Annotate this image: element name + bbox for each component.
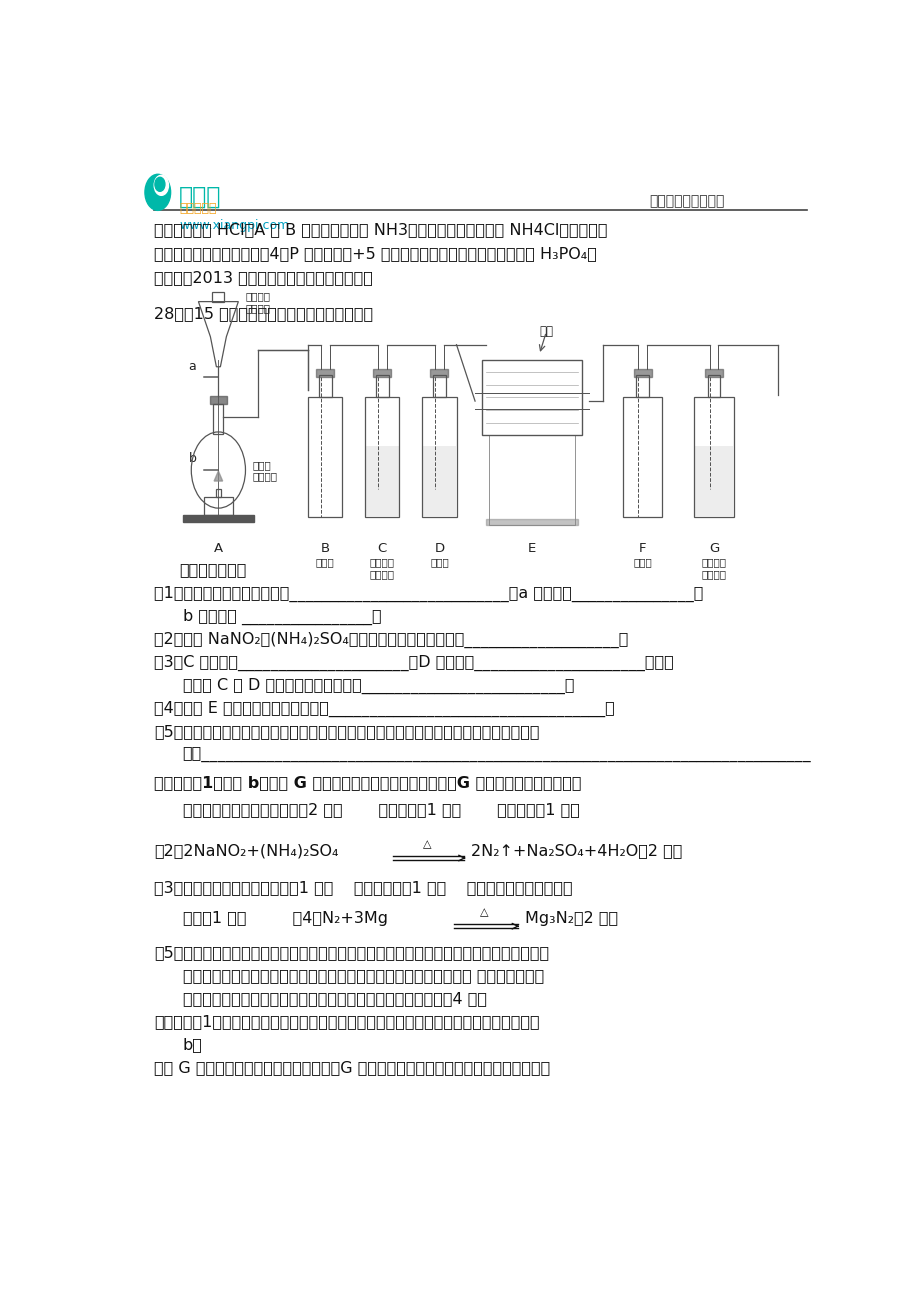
Bar [633,368,651,376]
Text: A: A [213,542,222,555]
Bar [376,375,389,397]
Text: 硫酸铵
饱和溶液: 硫酸铵 饱和溶液 [253,460,278,482]
Text: （1）检查装置气密性的方法是___________________________，a 的名称是_______________，: （1）检查装置气密性的方法是__________________________… [154,586,703,602]
Text: 亚硝酸钠
饱和溶液: 亚硝酸钠 饱和溶液 [245,292,270,314]
Text: b: b [188,452,196,465]
Circle shape [145,174,170,211]
Text: 2N₂↑+Na₂SO₄+4H₂O（2 分）: 2N₂↑+Na₂SO₄+4H₂O（2 分） [471,842,682,858]
Bar [430,368,448,376]
Bar [308,397,342,517]
Text: Mg₃N₂（2 分）: Mg₃N₂（2 分） [525,911,618,926]
Polygon shape [214,471,222,480]
Text: 橡皮网: 橡皮网 [179,185,221,208]
Text: △: △ [423,838,431,849]
Text: 硫酸亚铁
饱和溶液: 硫酸亚铁 饱和溶液 [369,557,394,579]
Text: G: G [708,542,719,555]
Text: 成一段水柱，则气密性良好（2 分）       分液漏斗（1 分）       圆底烧瓶（1 分）: 成一段水柱，则气密性良好（2 分） 分液漏斗（1 分） 圆底烧瓶（1 分） [183,802,579,816]
Text: 浓硫酸: 浓硫酸 [429,557,448,568]
Bar [204,497,233,516]
Text: 【答案】（1）微热 b，这时 G 中有气泡冒出，停止加热冷却后，G 中插在溶液里的玻璃管形: 【答案】（1）微热 b，这时 G 中有气泡冒出，停止加热冷却后，G 中插在溶液里… [154,775,581,790]
Text: 缓冲瓶: 缓冲瓶 [315,557,335,568]
Text: 【试源】2013 年高考理综化学大纲版（广西）: 【试源】2013 年高考理综化学大纲版（广西） [154,271,373,285]
Text: 28、（15 分）制备氮化镁的装置示意图如下：: 28、（15 分）制备氮化镁的装置示意图如下： [154,306,373,320]
Bar [316,368,334,376]
Text: 入盐酸，若观察到有气泡产生，则证明产物中含有未反应的镁（4 分）: 入盐酸，若观察到有气泡产生，则证明产物中含有未反应的镁（4 分） [183,991,486,1006]
Bar [319,375,332,397]
Text: （5）请用化学方法确定是否有氮化镁生成，并检验是否含有未反应的镁，写出实验操作及: （5）请用化学方法确定是否有氮化镁生成，并检验是否含有未反应的镁，写出实验操作及 [154,724,539,738]
Text: 回答下列问题：: 回答下列问题： [179,562,246,577]
Text: b。: b。 [183,1038,202,1052]
Bar [482,359,582,435]
Text: 现象___________________________________________________________________________: 现象______________________________________… [183,747,811,762]
Text: 橡皮网在线组卷系统: 橡皮网在线组卷系统 [649,194,724,208]
Text: 学键：离子键和共价键；（4）P 的最高价是+5 价，最高价氧化物水化物的化学式为 H₃PO₄；: 学键：离子键和共价键；（4）P 的最高价是+5 价，最高价氧化物水化物的化学式为… [154,246,596,262]
Text: 蒸气（1 分）         （4）N₂+3Mg: 蒸气（1 分） （4）N₂+3Mg [183,911,387,926]
Text: 硫酸亚铁
饱和溶液: 硫酸亚铁 饱和溶液 [700,557,726,579]
Text: www.xiangpi.com: www.xiangpi.com [179,220,289,232]
Bar [212,292,224,302]
Circle shape [154,177,165,191]
Text: △: △ [480,907,488,917]
Text: C: C [378,542,387,555]
Bar [707,375,720,397]
Text: 可以把 C 和 D 的位置对调并说明理由_________________________；: 可以把 C 和 D 的位置对调并说明理由____________________… [183,677,573,694]
Text: （5）取少量产物于试管中，加入少量蒸馏水，试管底部有沉淠生成，可闻到刺激性氨味（把: （5）取少量产物于试管中，加入少量蒸馏水，试管底部有沉淠生成，可闻到刺激性氨味（… [154,945,549,961]
Text: （2）2NaNO₂+(NH₄)₂SO₄: （2）2NaNO₂+(NH₄)₂SO₄ [154,842,338,858]
Bar [485,519,578,525]
Circle shape [154,176,168,195]
Text: F: F [638,542,646,555]
Text: 湿润的红色石蕊试纸放在管口，试纸变蓝），证明产物中含有氮化镁 弃去上清液，加: 湿润的红色石蕊试纸放在管口，试纸变蓝），证明产物中含有氮化镁 弃去上清液，加 [183,969,543,983]
Bar [433,375,446,397]
Bar [373,368,391,376]
Bar [183,516,254,522]
Bar [422,397,456,517]
Bar [694,447,732,516]
Text: （3）C 的作用是_____________________，D 的作用是_____________________，是否: （3）C 的作用是_____________________，D 的作用是___… [154,655,674,671]
Text: 成的化合物是 HCl，A 和 B 形成的化合物是 NH3，二者反应的到的盐是 NH4Cl，存在的化: 成的化合物是 HCl，A 和 B 形成的化合物是 NH3，二者反应的到的盐是 N… [154,223,607,237]
Bar [694,397,732,517]
Text: D: D [434,542,444,555]
Bar [213,404,223,434]
Bar [423,447,455,516]
Text: b 的名称是 ________________；: b 的名称是 ________________； [183,608,381,625]
Text: 缓冲瓶: 缓冲瓶 [632,557,652,568]
Bar [622,397,662,517]
Text: 这时 G 中有气泡冒出，停止加热冷却后，G 中插在溶液里的玻璃管形成一段水柱，则气密: 这时 G 中有气泡冒出，停止加热冷却后，G 中插在溶液里的玻璃管形成一段水柱，则… [154,1061,550,1075]
Text: 镁粉: 镁粉 [539,324,552,337]
Bar [215,490,221,497]
Bar [365,397,399,517]
Text: 【解析】（1）因为装置比较复杂，所以在检验装置气密性的时候要采取加热蹏法，即微热: 【解析】（1）因为装置比较复杂，所以在检验装置气密性的时候要采取加热蹏法，即微热 [154,1014,539,1030]
Text: （2）写出 NaNO₂和(NH₄)₂SO₄反应制备氮气的化学方程式___________________；: （2）写出 NaNO₂和(NH₄)₂SO₄反应制备氮气的化学方程式_______… [154,631,628,647]
Text: E: E [528,542,536,555]
Text: 正确地成长: 正确地成长 [179,202,217,215]
Text: a: a [188,359,196,372]
Text: （3）除去氧气（及氮氧化物）（1 分）    除去水蕲气（1 分）    不能，对调后无法除去水: （3）除去氧气（及氮氧化物）（1 分） 除去水蕲气（1 分） 不能，对调后无法除… [154,880,573,894]
Bar [489,435,574,525]
Bar [636,375,648,397]
Text: （4）写出 E 中发生反应的化学方程式__________________________________；: （4）写出 E 中发生反应的化学方程式_____________________… [154,700,614,717]
Bar [210,396,227,404]
Text: B: B [321,542,330,555]
Bar [366,447,398,516]
Bar [704,368,722,376]
